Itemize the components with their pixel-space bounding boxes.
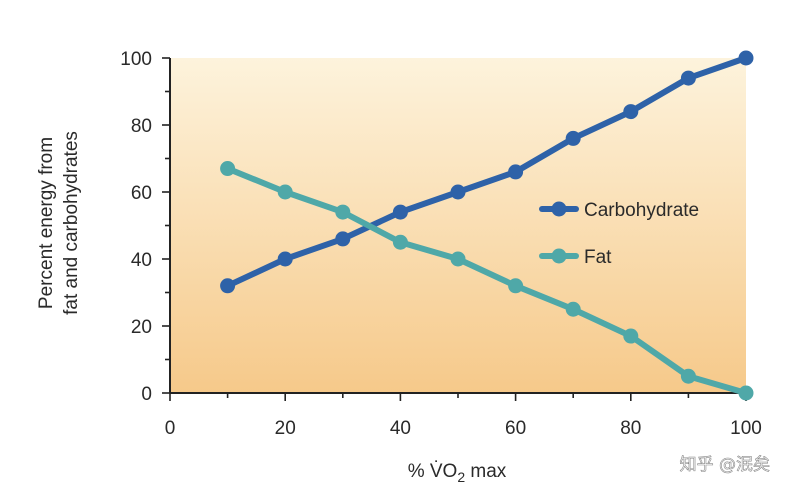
x-tick-label: 0	[165, 418, 176, 439]
fat-point	[565, 301, 581, 317]
axes: 0 20 40 60 80 100 0 20 40 60 80 100	[120, 49, 762, 439]
carbohydrate-point	[565, 130, 581, 146]
fat-line	[224, 165, 749, 396]
carbohydrate-point	[680, 70, 696, 86]
legend: Carbohydrate Fat	[539, 200, 699, 268]
legend-carbohydrate-label: Carbohydrate	[584, 200, 699, 221]
carbohydrate-line	[224, 55, 749, 289]
fat-point	[277, 184, 293, 200]
x-axis-title-main: % V̇O	[408, 461, 458, 482]
y-tick-label: 60	[131, 183, 152, 204]
x-axis-title: % V̇O2 max	[408, 461, 507, 485]
fat-point	[623, 328, 639, 344]
x-tick-label: 40	[390, 418, 411, 439]
x-tick-label: 80	[620, 418, 641, 439]
carbohydrate-point	[220, 278, 236, 294]
legend-fat-swatch-marker	[551, 248, 567, 264]
fat-point	[335, 204, 351, 220]
x-axis-title-subscript: 2	[457, 469, 465, 485]
carbohydrate-point	[392, 204, 408, 220]
legend-carbohydrate-swatch-marker	[551, 201, 567, 217]
y-tick-label: 100	[120, 49, 152, 70]
series-carbohydrate	[220, 50, 754, 294]
fat-point	[220, 161, 236, 177]
fat-point	[450, 251, 466, 267]
carbohydrate-point	[508, 164, 524, 180]
x-tick-label: 60	[505, 418, 526, 439]
carbohydrate-point	[623, 104, 639, 120]
carbohydrate-point	[738, 50, 754, 66]
y-axis-title-line2: fat and carbohydrates	[61, 131, 82, 315]
watermark: 知乎 @泯矣	[680, 455, 770, 475]
legend-fat-label: Fat	[584, 247, 612, 268]
fat-point	[738, 385, 754, 401]
series-layer	[220, 50, 754, 401]
fat-point	[508, 278, 524, 294]
carbohydrate-point	[450, 184, 466, 200]
y-axis-title-line1: Percent energy from	[36, 137, 57, 309]
x-axis-title-suffix: max	[465, 461, 507, 482]
fat-point	[392, 234, 408, 250]
series-fat	[220, 161, 754, 401]
y-tick-label: 0	[141, 384, 152, 405]
y-tick-label: 80	[131, 116, 152, 137]
x-tick-label: 100	[730, 418, 762, 439]
plot-background	[170, 58, 746, 393]
carbohydrate-point	[277, 251, 293, 267]
y-tick-label: 40	[131, 250, 152, 271]
carbohydrate-point	[335, 231, 351, 247]
x-tick-label: 20	[275, 418, 296, 439]
fat-point	[680, 368, 696, 384]
y-tick-label: 20	[131, 317, 152, 338]
